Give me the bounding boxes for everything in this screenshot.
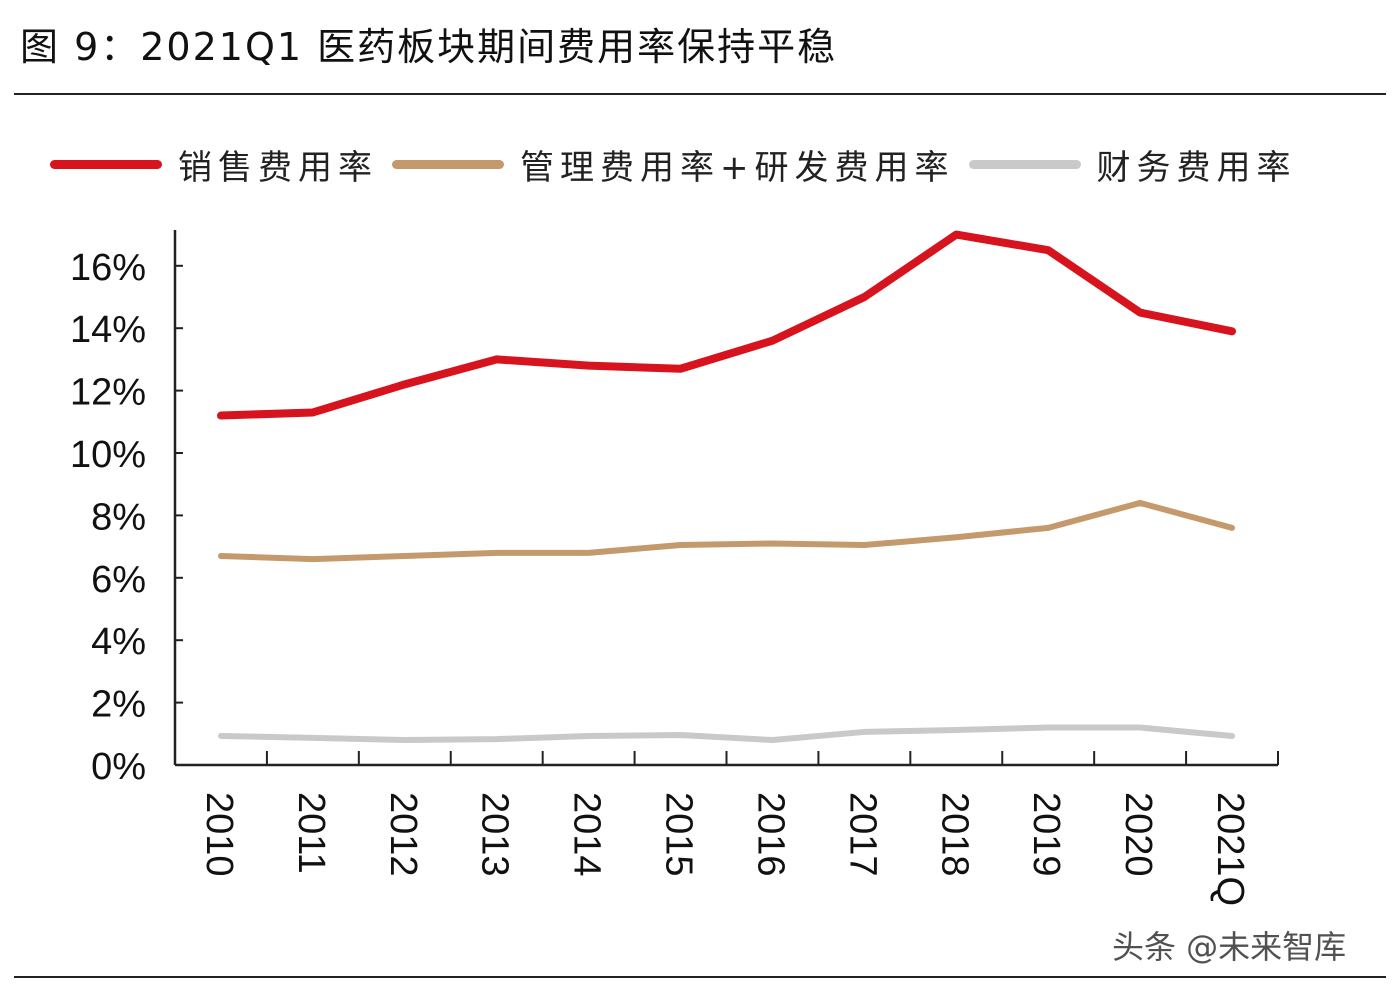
- top-divider: [14, 93, 1386, 95]
- x-tick-label: 2013: [474, 792, 516, 877]
- legend-label: 销售费用率: [178, 148, 378, 188]
- series-line-0: [216, 230, 1237, 420]
- y-tick-label: 14%: [70, 309, 146, 351]
- legend-item-sales: 销售费用率: [50, 140, 378, 189]
- series-line-2: [217, 724, 1236, 744]
- y-tick-label: 12%: [70, 372, 146, 414]
- x-tick-label: 2010: [198, 792, 240, 877]
- bottom-divider: [14, 976, 1386, 978]
- legend-swatch: [968, 160, 1081, 169]
- y-tick-label: 6%: [91, 559, 146, 601]
- x-tick-label: 2019: [1025, 792, 1067, 877]
- x-tick-label: 2012: [382, 792, 424, 877]
- y-tick-label: 8%: [91, 496, 146, 538]
- legend-swatch: [392, 160, 504, 169]
- x-tick-label: 2015: [658, 792, 700, 877]
- x-tick-label: 2017: [841, 792, 883, 877]
- legend-label: 财务费用率: [1096, 148, 1297, 188]
- x-tick-label: 2011: [290, 792, 332, 874]
- watermark: 头条 @未来智库: [1112, 928, 1347, 966]
- x-tick-label: 2021Q: [1209, 792, 1251, 906]
- x-tick-label: 2014: [566, 792, 608, 877]
- y-tick-label: 2%: [91, 684, 146, 726]
- x-tick-label: 2018: [933, 792, 975, 877]
- legend-label: 管理费用率+研发费用率: [520, 148, 955, 188]
- y-tick-label: 0%: [91, 746, 146, 788]
- legend-item-finance: 财务费用率: [968, 140, 1297, 189]
- legend-item-admin-rd: 管理费用率+研发费用率: [392, 140, 955, 189]
- y-tick-label: 16%: [70, 247, 146, 289]
- y-tick-label: 4%: [91, 621, 146, 663]
- legend: 销售费用率 管理费用率+研发费用率 财务费用率: [50, 140, 1311, 189]
- legend-swatch: [50, 160, 162, 169]
- x-tick-label: 2016: [749, 792, 791, 877]
- chart-title: 图 9：2021Q1 医药板块期间费用率保持平稳: [20, 25, 838, 69]
- series-line-1: [217, 499, 1236, 563]
- x-tick-label: 2020: [1117, 792, 1159, 877]
- y-tick-label: 10%: [70, 434, 146, 476]
